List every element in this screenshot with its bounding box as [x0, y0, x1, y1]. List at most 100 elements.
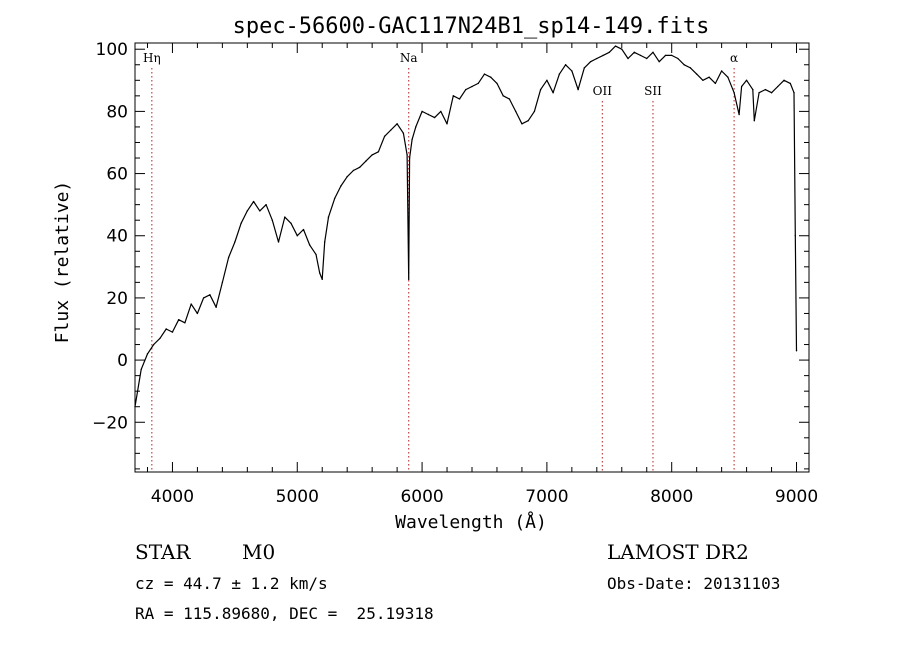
series-line-0	[134, 45, 798, 407]
data-point	[309, 244, 311, 246]
data-point	[558, 73, 561, 75]
spectral-line-markers: Hη Na OII SII α	[143, 51, 738, 472]
data-point	[352, 169, 355, 172]
data-point	[346, 175, 348, 178]
data-point	[452, 95, 454, 97]
line-label-1: Na	[400, 51, 418, 65]
data-point	[589, 60, 592, 63]
data-point	[689, 67, 692, 69]
data-point	[502, 95, 504, 97]
data-point	[733, 92, 735, 94]
data-point	[465, 88, 467, 91]
line-label-0: Hη	[143, 51, 161, 65]
data-point	[202, 297, 205, 299]
data-point	[596, 57, 598, 60]
data-point	[377, 151, 380, 153]
axis-ticks: 4000 5000 6000 7000 8000 9000 −20 0 20 40 60 80 100	[92, 40, 818, 507]
data-point	[677, 57, 679, 60]
obs-date: Obs-Date: 20131103	[607, 574, 781, 593]
plot-area	[134, 42, 810, 473]
y-tick-label: 80	[106, 102, 128, 122]
data-point	[614, 45, 617, 47]
data-point	[745, 79, 748, 82]
data-point	[789, 82, 791, 85]
data-point	[702, 79, 704, 82]
data-point	[396, 123, 398, 125]
data-point	[583, 67, 586, 69]
survey-label: LAMOST DR2	[607, 540, 749, 564]
data-point	[252, 200, 255, 203]
data-point	[602, 54, 604, 57]
data-point	[340, 185, 342, 187]
line-label-4: α	[730, 51, 738, 65]
data-point	[527, 120, 529, 122]
data-point	[246, 210, 249, 212]
data-point	[608, 51, 610, 54]
data-point	[458, 98, 461, 100]
line-label-3: SII	[644, 84, 662, 98]
data-point	[539, 88, 542, 91]
data-point	[708, 76, 710, 78]
plot-frame	[134, 42, 810, 473]
data-point	[752, 88, 754, 91]
line-label-2: OII	[593, 84, 613, 98]
data-point	[321, 278, 323, 280]
chart-title: spec-56600-GAC117N24B1_sp14-149.fits	[233, 14, 710, 39]
data-point	[159, 337, 161, 340]
y-tick-label: 20	[106, 289, 128, 309]
data-point	[795, 350, 798, 352]
data-point	[433, 116, 436, 119]
data-point	[646, 57, 648, 60]
data-point	[633, 51, 635, 54]
data-point	[546, 79, 548, 82]
data-point	[777, 85, 779, 88]
data-point	[184, 322, 186, 324]
data-point	[296, 235, 298, 237]
x-tick-label: 5000	[276, 487, 319, 507]
object-class: STAR	[135, 540, 191, 564]
data-point	[440, 110, 442, 113]
data-point	[496, 82, 498, 85]
data-point	[720, 70, 723, 72]
data-point	[714, 82, 717, 85]
x-tick-label: 9000	[775, 487, 818, 507]
data-point	[564, 64, 567, 66]
data-point	[427, 113, 430, 116]
data-point	[406, 154, 408, 156]
data-point	[365, 160, 367, 162]
data-point	[140, 368, 142, 371]
data-point	[783, 79, 785, 82]
data-point	[664, 54, 667, 57]
data-point	[284, 216, 286, 218]
data-point	[390, 129, 392, 131]
data-point	[415, 126, 417, 128]
data-point	[552, 92, 554, 94]
data-point	[571, 70, 573, 72]
data-point	[658, 60, 660, 63]
data-point	[134, 406, 136, 408]
data-point	[671, 54, 673, 57]
data-point	[319, 272, 321, 274]
data-point	[740, 85, 743, 88]
data-point	[271, 219, 273, 221]
data-point	[577, 88, 579, 91]
data-point	[265, 203, 267, 206]
data-point	[302, 228, 305, 231]
x-tick-label: 8000	[650, 487, 693, 507]
y-tick-label: 0	[117, 351, 128, 371]
data-point	[371, 154, 373, 156]
data-point	[770, 92, 773, 94]
data-point	[738, 113, 740, 116]
x-tick-label: 6000	[400, 487, 443, 507]
x-tick-label: 4000	[151, 487, 194, 507]
data-point	[209, 294, 211, 296]
data-point	[421, 110, 423, 113]
data-point	[764, 88, 767, 91]
data-point	[408, 157, 411, 159]
coordinates-info: RA = 115.89680, DEC = 25.19318	[135, 604, 434, 623]
y-tick-label: 40	[106, 227, 128, 247]
data-point	[483, 73, 486, 75]
data-point	[277, 241, 280, 243]
data-point	[471, 85, 473, 88]
data-point	[177, 318, 180, 321]
